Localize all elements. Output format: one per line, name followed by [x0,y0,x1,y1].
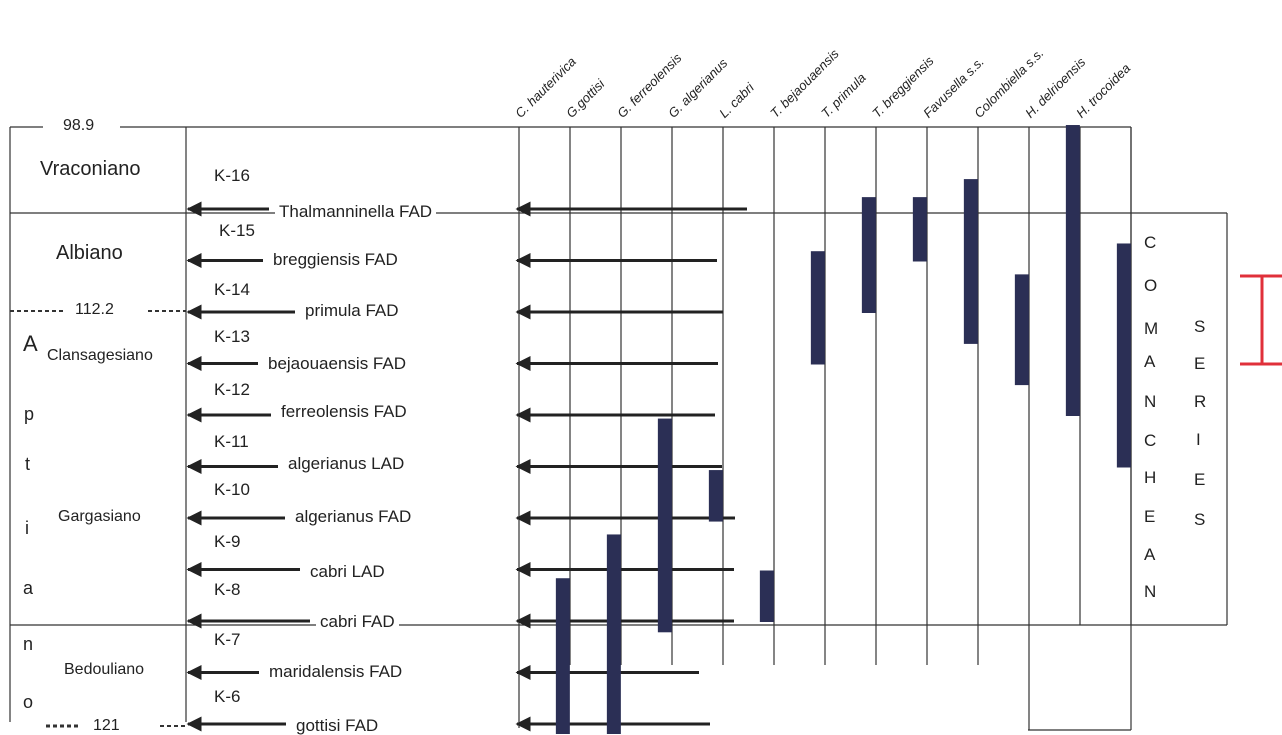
aptiano-letter: A [23,331,38,356]
event-label: maridalensis FAD [265,663,407,680]
stage-gargasiano: Gargasiano [58,508,141,525]
comanchean-letter: N [1144,392,1157,411]
comanchean-letter: M [1144,319,1159,338]
event-label: gottisi FAD [292,717,383,734]
range-bar [1116,243,1131,468]
comanchean-letter: E [1144,507,1156,526]
range-bar [912,197,927,262]
series-letter: I [1196,430,1201,449]
aptiano-letter: i [25,518,29,538]
range-bars [555,125,1131,734]
range-bar [1065,125,1080,417]
aptiano-letter: a [23,578,34,598]
zone-label: K-9 [214,532,241,551]
event-label: algerianus FAD [291,508,416,525]
age-label-bottom: 121 [90,718,123,734]
interval-bracket [1240,274,1282,366]
event-label: cabri LAD [306,563,389,580]
series-letter: S [1194,510,1206,529]
aptiano-letter: o [23,692,34,712]
zone-label: K-8 [214,580,241,599]
event-label: breggiensis FAD [269,251,402,268]
event-label: primula FAD [301,302,403,319]
aptiano-letter: p [24,404,35,424]
range-bar [708,470,723,522]
stage-albiano: Albiano [56,242,123,264]
event-label: algerianus LAD [284,455,409,472]
comanchean-letter: O [1144,276,1158,295]
range-bar [606,534,621,734]
range-bar [555,578,570,734]
range-bar [1014,274,1029,386]
series-letter: S [1194,317,1206,336]
zone-label: K-16 [214,166,250,185]
zone-label: K-10 [214,480,250,499]
range-bar [810,251,825,365]
zone-label: K-15 [219,221,255,240]
event-label: cabri FAD [316,613,399,630]
range-bar [759,570,774,622]
comanchean-letter: C [1144,233,1157,252]
stage-vraconiano: Vraconiano [40,158,141,180]
comanchean-letter: C [1144,431,1157,450]
range-bar [963,179,978,344]
series-letter: E [1194,470,1206,489]
aptiano-letter: t [25,454,31,474]
comanchean-letter: A [1144,545,1156,564]
zone-label: K-12 [214,380,250,399]
event-label: ferreolensis FAD [277,403,411,420]
age-label-mid: 112.2 [72,302,117,318]
comanchean-letter: A [1144,352,1156,371]
zone-label: K-14 [214,280,250,299]
zone-label: K-6 [214,687,241,706]
comanchean-letter: H [1144,468,1157,487]
stage-bedouliano: Bedouliano [64,661,145,678]
zone-label: K-11 [214,432,249,451]
event-label: bejaouaensis FAD [264,355,410,372]
range-bar [861,197,876,313]
series-letter: R [1194,392,1207,411]
series-letter: E [1194,354,1206,373]
species-column-lines [569,127,1132,730]
comanchean-letter: N [1144,582,1157,601]
range-bar [657,418,672,633]
age-label-top: 98.9 [60,118,98,134]
event-label: Thalmanninella FAD [275,203,437,220]
aptiano-letter: n [23,634,34,654]
zone-label: K-13 [214,327,250,346]
stage-clansagesiano: Clansagesiano [47,347,153,364]
zone-label: K-7 [214,630,241,649]
